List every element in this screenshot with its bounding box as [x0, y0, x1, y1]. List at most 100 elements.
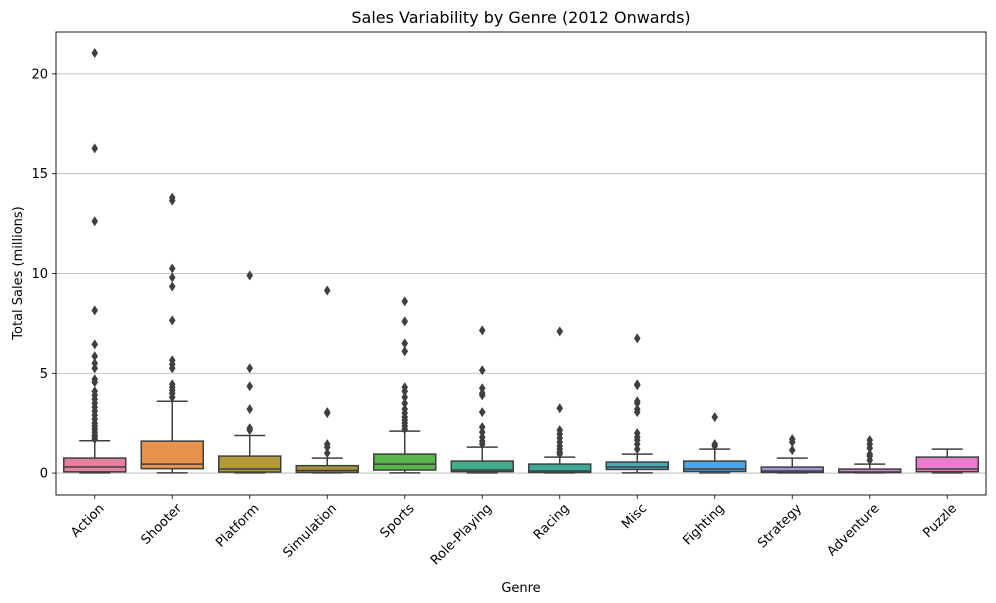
outlier-point [91, 339, 99, 350]
box-shooter [140, 192, 204, 474]
box-iqr [218, 455, 282, 473]
outlier-point [788, 437, 796, 448]
outlier-point [478, 325, 486, 336]
outlier-point [401, 424, 409, 435]
x-tick-label: Adventure [824, 501, 882, 559]
outlier-point [711, 441, 719, 452]
outlier-point [866, 455, 874, 466]
x-tick-label: Fighting [680, 501, 727, 548]
outlier-point [478, 390, 486, 401]
outlier-point [711, 412, 719, 423]
y-axis: 0 5 10 15 20 [31, 67, 56, 482]
y-tick-label: 5 [40, 367, 48, 382]
outlier-point [788, 445, 796, 456]
outlier-point [478, 439, 486, 450]
outlier-point [91, 216, 99, 227]
box-iqr [373, 453, 437, 471]
y-tick-label: 10 [31, 267, 48, 282]
outlier-point [323, 442, 331, 453]
x-tick-label: Role-Playing [428, 501, 495, 568]
outlier-point [633, 398, 641, 409]
outlier-point [478, 407, 486, 418]
outlier-point [168, 363, 176, 374]
outlier-point [866, 443, 874, 454]
outlier-point [91, 434, 99, 445]
outlier-point [91, 363, 99, 374]
outlier-point [246, 381, 254, 392]
outlier-point [401, 392, 409, 403]
box-iqr [450, 460, 514, 473]
outlier-point [91, 351, 99, 362]
box-platform [218, 270, 282, 474]
outlier-point [323, 408, 331, 419]
outlier-point [323, 448, 331, 459]
box-sports [373, 296, 437, 474]
box-puzzle [915, 448, 979, 474]
x-tick-label: Strategy [755, 501, 805, 551]
outlier-point [401, 338, 409, 349]
outlier-point [168, 281, 176, 292]
box-simulation [295, 285, 359, 474]
x-tick-label: Platform [213, 501, 262, 550]
grid-lines [56, 73, 986, 474]
box-fighting [683, 412, 747, 474]
x-tick-label: Sports [377, 501, 417, 541]
outlier-point [401, 398, 409, 409]
outlier-point [168, 195, 176, 206]
x-tick-label: Action [68, 501, 107, 540]
outlier-point [556, 449, 564, 460]
box-iqr [760, 466, 824, 474]
plot-area-frame [55, 31, 987, 496]
outlier-point [91, 47, 99, 58]
outlier-point [401, 386, 409, 397]
outlier-point [246, 270, 254, 281]
box-iqr [915, 456, 979, 473]
outlier-point [401, 316, 409, 327]
outlier-point [633, 444, 641, 455]
outlier-point [633, 333, 641, 344]
x-tick-label: Shooter [139, 501, 186, 548]
x-tick-label: Puzzle [920, 501, 960, 541]
y-tick-label: 15 [31, 167, 48, 182]
outlier-point [401, 346, 409, 357]
box-iqr [295, 464, 359, 474]
outlier-point [633, 380, 641, 391]
outlier-point [556, 326, 564, 337]
outlier-point [246, 404, 254, 415]
outlier-point [168, 272, 176, 283]
y-axis-label: Total Sales (millions) [11, 206, 26, 340]
outlier-point [556, 403, 564, 414]
outlier-point [323, 285, 331, 296]
box-iqr [683, 460, 747, 473]
outlier-point [246, 363, 254, 374]
x-axis: Action Shooter Platform Simulation Sports Rol… [68, 495, 960, 568]
outlier-point [478, 365, 486, 376]
box-adventure [838, 435, 902, 474]
x-tick-label: Simulation [281, 501, 341, 561]
outlier-point [246, 425, 254, 436]
outlier-point [633, 407, 641, 418]
chart-title: Sales Variability by Genre (2012 Onwards… [351, 8, 690, 27]
outlier-point [168, 263, 176, 274]
x-tick-label: Misc [619, 501, 650, 532]
y-tick-label: 0 [40, 467, 48, 482]
box-racing [528, 326, 592, 474]
outlier-point [91, 143, 99, 154]
outlier-point [401, 296, 409, 307]
outlier-point [168, 315, 176, 326]
boxes [63, 47, 979, 474]
outlier-point [91, 377, 99, 388]
box-iqr [528, 463, 592, 474]
outlier-point [168, 392, 176, 403]
outlier-point [91, 305, 99, 316]
box-iqr [63, 457, 127, 473]
x-axis-label: Genre [501, 581, 540, 596]
box-misc [605, 333, 669, 474]
y-tick-label: 20 [31, 67, 48, 82]
box-strategy [760, 434, 824, 474]
x-tick-label: Racing [531, 501, 573, 543]
box-action [63, 47, 127, 474]
box-iqr [605, 461, 669, 471]
box-role-playing [450, 325, 514, 474]
